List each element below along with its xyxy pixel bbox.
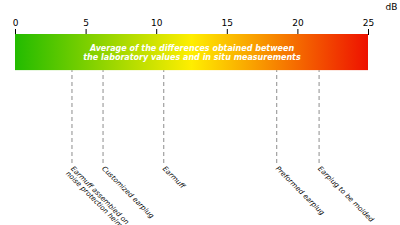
svg-text:20: 20 <box>292 18 304 28</box>
svg-text:Earplug to be molded: Earplug to be molded <box>316 165 375 224</box>
svg-text:15: 15 <box>222 18 233 28</box>
svg-text:dB: dB <box>386 2 398 12</box>
svg-text:5: 5 <box>83 18 89 28</box>
svg-text:Customized earplug: Customized earplug <box>100 165 156 221</box>
svg-text:Earmuff: Earmuff <box>161 165 187 191</box>
svg-text:0: 0 <box>13 18 19 28</box>
svg-text:Preformed earplug: Preformed earplug <box>273 164 326 217</box>
svg-text:10: 10 <box>151 18 163 28</box>
svg-text:25: 25 <box>363 18 374 28</box>
svg-text:Average of the differences obt: Average of the differences obtained betw… <box>83 44 301 62</box>
svg-text:Earmuff assembled onnoise prot: Earmuff assembled onnoise protection hel… <box>64 165 134 225</box>
